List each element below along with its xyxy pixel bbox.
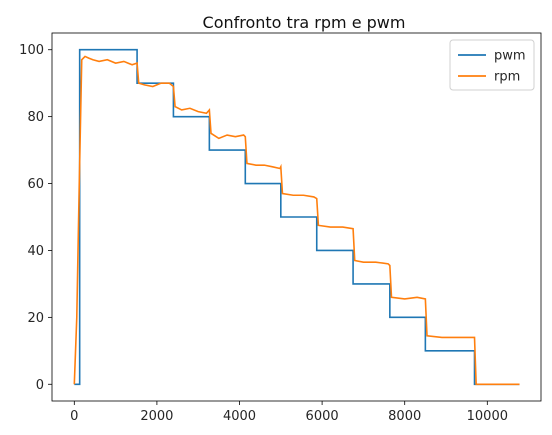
legend: pwm rpm [449,39,535,91]
x-axis: 0 2000 4000 6000 8000 10000 [70,401,508,424]
x-tick-label: 0 [70,409,78,424]
x-tick-label: 4000 [223,409,256,424]
series-layer [73,48,520,386]
y-axis: 0 20 40 60 80 100 [19,43,52,393]
legend-label-rpm: rpm [494,70,520,85]
legend-box [449,39,535,91]
y-tick-label: 100 [19,43,44,58]
legend-label-pwm: pwm [494,49,526,64]
x-tick-label: 10000 [467,409,508,424]
series-line-pwm [74,48,520,386]
y-tick-label: 0 [36,378,44,393]
plot-frame [51,32,542,402]
y-tick-label: 20 [27,311,44,326]
x-tick-label: 2000 [140,409,173,424]
series-line-rpm [73,55,520,386]
y-tick-label: 80 [27,110,44,125]
y-tick-label: 40 [27,244,44,259]
y-tick-label: 60 [27,177,44,192]
chart-title: Confronto tra rpm e pwm [203,13,406,32]
x-tick-label: 6000 [306,409,339,424]
x-tick-label: 8000 [388,409,421,424]
